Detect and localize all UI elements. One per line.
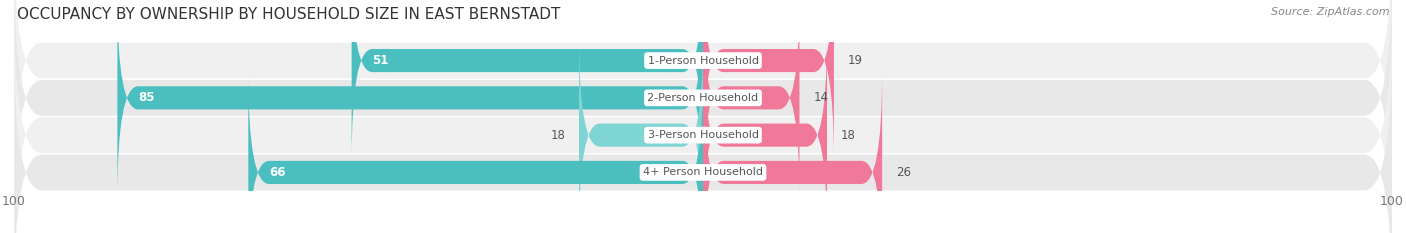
FancyBboxPatch shape (14, 4, 1392, 233)
FancyBboxPatch shape (579, 35, 703, 233)
Text: 1-Person Household: 1-Person Household (648, 56, 758, 65)
Text: 19: 19 (848, 54, 863, 67)
Text: 26: 26 (896, 166, 911, 179)
FancyBboxPatch shape (249, 72, 703, 233)
FancyBboxPatch shape (14, 0, 1392, 192)
FancyBboxPatch shape (352, 0, 703, 161)
Text: 66: 66 (269, 166, 285, 179)
Text: 14: 14 (813, 91, 828, 104)
FancyBboxPatch shape (14, 0, 1392, 229)
FancyBboxPatch shape (703, 72, 882, 233)
FancyBboxPatch shape (117, 0, 703, 198)
Text: OCCUPANCY BY OWNERSHIP BY HOUSEHOLD SIZE IN EAST BERNSTADT: OCCUPANCY BY OWNERSHIP BY HOUSEHOLD SIZE… (17, 7, 560, 22)
Text: 18: 18 (841, 129, 856, 142)
Text: 2-Person Household: 2-Person Household (647, 93, 759, 103)
FancyBboxPatch shape (703, 35, 827, 233)
Text: 3-Person Household: 3-Person Household (648, 130, 758, 140)
Text: 51: 51 (373, 54, 388, 67)
Text: 18: 18 (550, 129, 565, 142)
FancyBboxPatch shape (703, 0, 800, 198)
Text: 4+ Person Household: 4+ Person Household (643, 168, 763, 177)
FancyBboxPatch shape (703, 0, 834, 161)
Text: 85: 85 (138, 91, 155, 104)
Text: Source: ZipAtlas.com: Source: ZipAtlas.com (1271, 7, 1389, 17)
FancyBboxPatch shape (14, 41, 1392, 233)
